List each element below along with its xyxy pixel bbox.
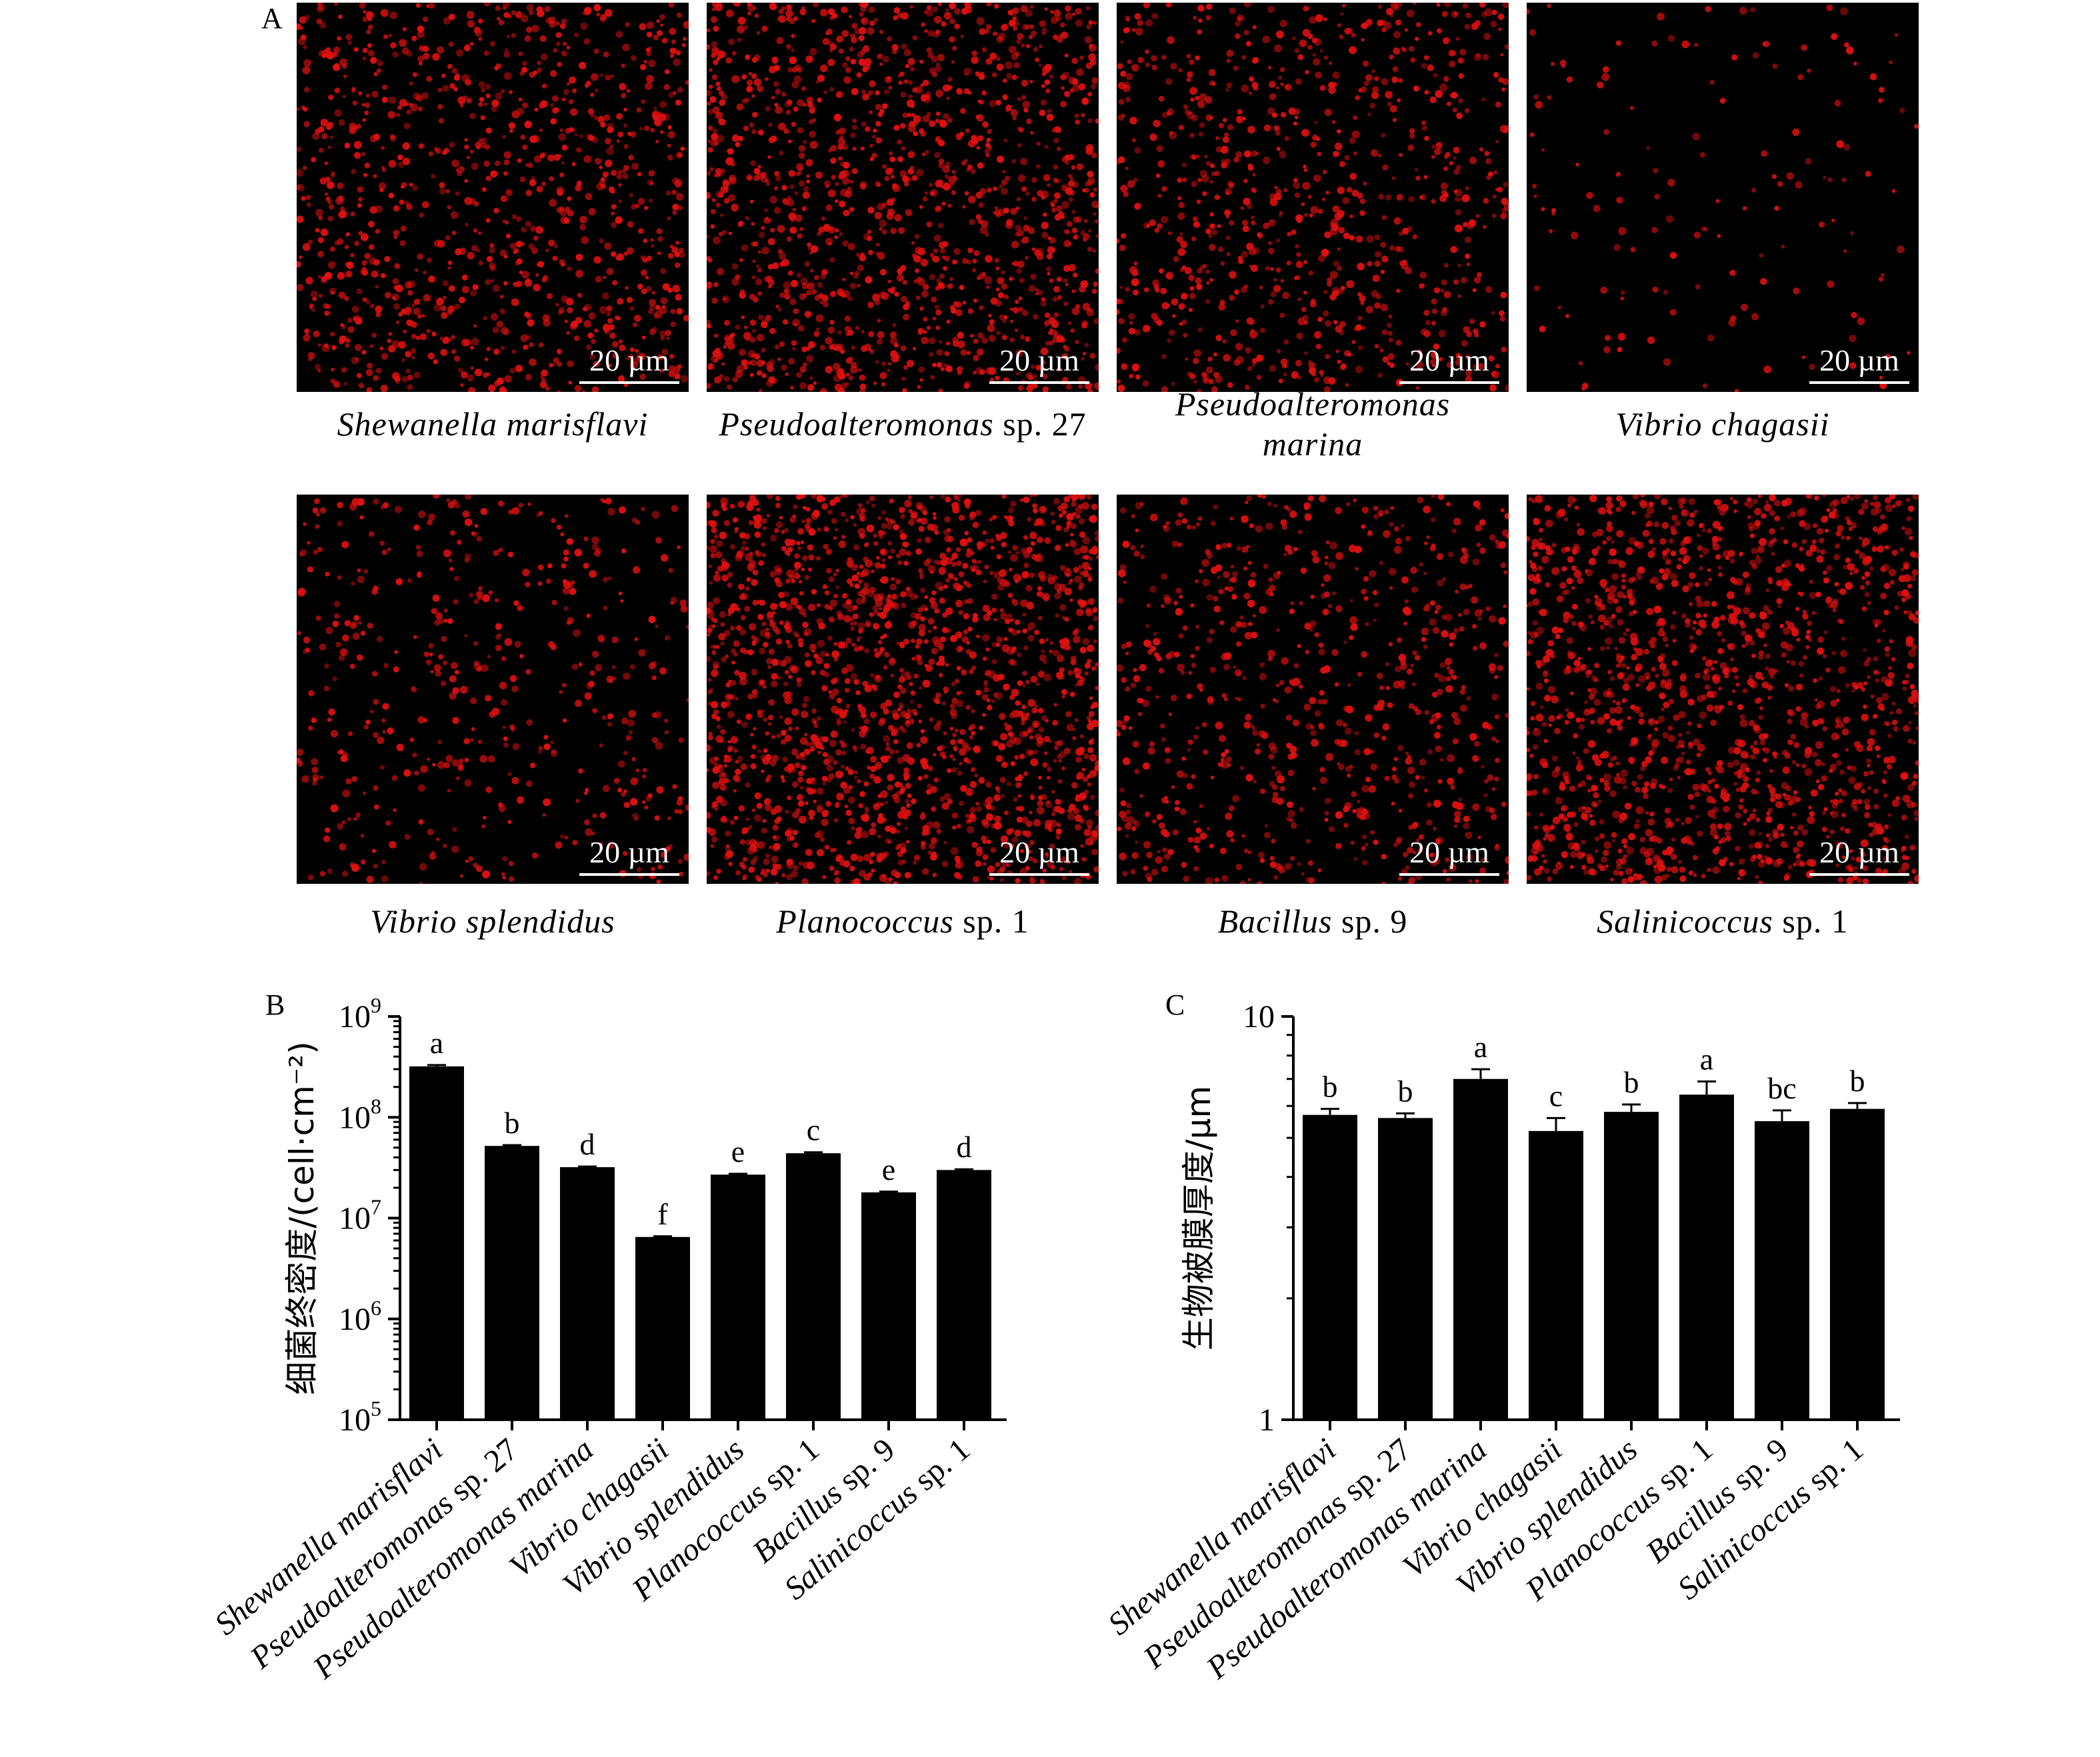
significance-label: b	[1850, 1064, 1865, 1098]
micrograph-caption: Salinicoccus sp. 1	[1597, 902, 1849, 940]
stained-cells	[297, 495, 689, 884]
significance-label: b	[1323, 1070, 1338, 1104]
significance-label: b	[505, 1106, 520, 1140]
y-tick-label: 1	[1259, 1402, 1275, 1438]
significance-label: b	[1398, 1074, 1413, 1108]
scale-bar-label: 20 µm	[1819, 343, 1899, 377]
stained-cells	[297, 3, 689, 392]
bar	[409, 1066, 464, 1420]
bar	[861, 1192, 916, 1420]
scale-bar-label: 20 µm	[999, 343, 1079, 377]
significance-label: a	[1700, 1042, 1713, 1076]
scale-bar-line	[989, 381, 1089, 384]
micrograph-caption: Shewanella marisflavi	[337, 405, 649, 443]
significance-label: a	[430, 1026, 443, 1060]
bar	[1529, 1130, 1583, 1420]
bar	[1830, 1108, 1885, 1420]
stained-cells	[1527, 3, 1919, 392]
bar	[1755, 1121, 1809, 1420]
micrograph-image: 20 µm	[707, 3, 1099, 392]
panel-a-label: A	[261, 2, 283, 35]
stained-cells	[1527, 495, 1919, 884]
scale-bar-line	[989, 873, 1089, 876]
bar	[1604, 1112, 1659, 1420]
stained-cells	[1117, 3, 1509, 392]
scale-bar-label: 20 µm	[589, 835, 669, 869]
scale-bar: 20 µm	[579, 837, 679, 876]
significance-label: c	[1549, 1078, 1563, 1112]
stained-cells	[1117, 495, 1509, 884]
micrograph-image: 20 µm	[707, 495, 1099, 884]
y-axis-label: 生物被膜厚度/μm	[1179, 1086, 1218, 1350]
scale-bar-label: 20 µm	[1409, 343, 1489, 377]
significance-label: f	[657, 1197, 668, 1231]
scale-bar-label: 20 µm	[1409, 835, 1489, 869]
scale-bar: 20 µm	[989, 345, 1089, 384]
y-axis-label: 细菌终密度/(cell·cm⁻²)	[283, 1041, 321, 1394]
bar	[937, 1170, 991, 1420]
significance-label: e	[731, 1134, 745, 1168]
scale-bar: 20 µm	[1809, 837, 1909, 876]
y-tick-label: 10	[1243, 999, 1275, 1034]
bar	[1378, 1118, 1433, 1420]
micrograph-caption: Vibrio chagasii	[1615, 405, 1830, 443]
scale-bar: 20 µm	[1399, 345, 1499, 384]
bar	[485, 1146, 539, 1420]
significance-label: b	[1624, 1065, 1639, 1099]
bar	[560, 1167, 615, 1420]
significance-label: e	[882, 1152, 895, 1186]
scale-bar-line	[1809, 381, 1909, 384]
scale-bar: 20 µm	[989, 837, 1089, 876]
micrograph-caption: Pseudoalteromonas marina	[1175, 385, 1451, 463]
micrograph-image: 20 µm	[297, 3, 689, 392]
scale-bar-label: 20 µm	[1819, 835, 1899, 869]
micrograph-caption: Planococcus sp. 1	[776, 902, 1029, 940]
scale-bar: 20 µm	[1399, 837, 1499, 876]
scale-bar: 20 µm	[579, 345, 679, 384]
bar	[711, 1174, 765, 1420]
scale-bar: 20 µm	[1809, 345, 1909, 384]
stained-cells	[707, 3, 1099, 392]
micrograph-caption: Vibrio splendidus	[370, 902, 615, 940]
scale-bar-label: 20 µm	[589, 343, 669, 377]
stained-cells	[707, 495, 1099, 884]
scale-bar-line	[579, 873, 679, 876]
bar	[1303, 1114, 1357, 1420]
significance-label: bc	[1767, 1071, 1796, 1105]
significance-label: d	[580, 1127, 595, 1161]
micrograph-image: 20 µm	[1117, 495, 1509, 884]
scale-bar-line	[579, 381, 679, 384]
scale-bar-line	[1399, 873, 1499, 876]
bar	[635, 1236, 690, 1420]
scale-bar-line	[1399, 381, 1499, 384]
significance-label: a	[1474, 1030, 1487, 1064]
micrograph-caption: Bacillus sp. 9	[1217, 902, 1408, 940]
bar	[1453, 1078, 1508, 1420]
micrograph-image: 20 µm	[1527, 495, 1919, 884]
micrograph-caption: Pseudoalteromonas sp. 27	[719, 405, 1087, 443]
micrograph-image: 20 µm	[1527, 3, 1919, 392]
scale-bar-line	[1809, 873, 1909, 876]
micrograph-image: 20 µm	[1117, 3, 1509, 392]
panel-c-label: C	[1165, 988, 1185, 1021]
panel-b-label: B	[265, 988, 285, 1021]
micrograph-image: 20 µm	[297, 495, 689, 884]
significance-label: d	[957, 1130, 972, 1164]
y-tick-label: 105	[339, 1396, 381, 1438]
bar	[786, 1153, 841, 1420]
scale-bar-label: 20 µm	[999, 835, 1079, 869]
significance-label: c	[807, 1113, 820, 1147]
bar	[1679, 1094, 1734, 1420]
